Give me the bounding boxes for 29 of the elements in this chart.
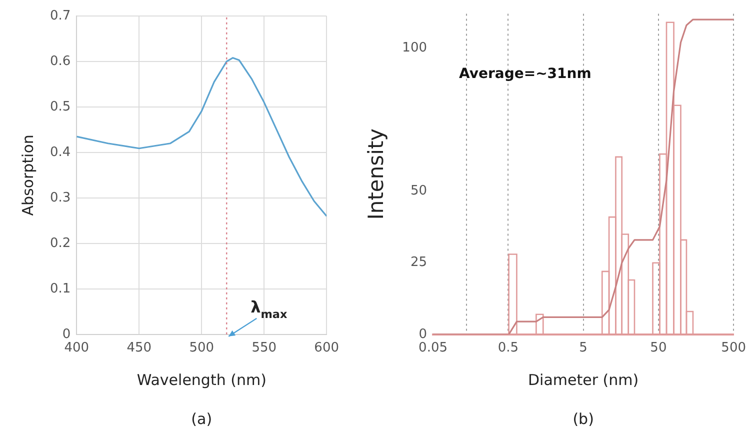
y-tick-label: 0.4 xyxy=(50,144,71,160)
y-tick-label: 100 xyxy=(402,40,428,56)
x-tick-label: 50 xyxy=(650,340,667,356)
x-tick-label: 0.05 xyxy=(418,340,448,356)
x-tick-label: 500 xyxy=(189,340,214,356)
y-tick-label: 0.3 xyxy=(50,190,71,206)
y-tick-label: 0 xyxy=(418,326,428,342)
x-tick-label: 500 xyxy=(721,340,746,356)
x-tick-label: 5 xyxy=(579,340,588,356)
y-tick-label: 0.5 xyxy=(50,99,71,114)
x-axis-title: Wavelength (nm) xyxy=(136,370,266,389)
y-tick-label: 0.6 xyxy=(50,54,71,69)
text: (a) xyxy=(191,410,212,428)
y-tick-label: 0.2 xyxy=(50,236,71,251)
x-tick-label: 550 xyxy=(252,340,277,356)
y-tick-label: 0 xyxy=(62,326,71,342)
x-tick-label: 400 xyxy=(64,340,90,356)
x-axis-title: Diameter (nm) xyxy=(528,370,639,389)
text: (b) xyxy=(572,410,594,428)
annotation: Average=~31nm xyxy=(459,66,592,82)
y-tick-label: 0.1 xyxy=(50,281,71,296)
x-tick-label: 450 xyxy=(126,340,152,356)
x-tick-label: 0.5 xyxy=(498,340,518,356)
x-tick-label: 600 xyxy=(314,340,340,356)
y-axis-title: Absorption xyxy=(18,134,37,216)
y-tick-label: 50 xyxy=(410,184,428,199)
y-axis-title: Intensity xyxy=(364,128,388,220)
y-tick-label: 25 xyxy=(410,255,428,270)
y-tick-label: 0.7 xyxy=(50,8,71,24)
